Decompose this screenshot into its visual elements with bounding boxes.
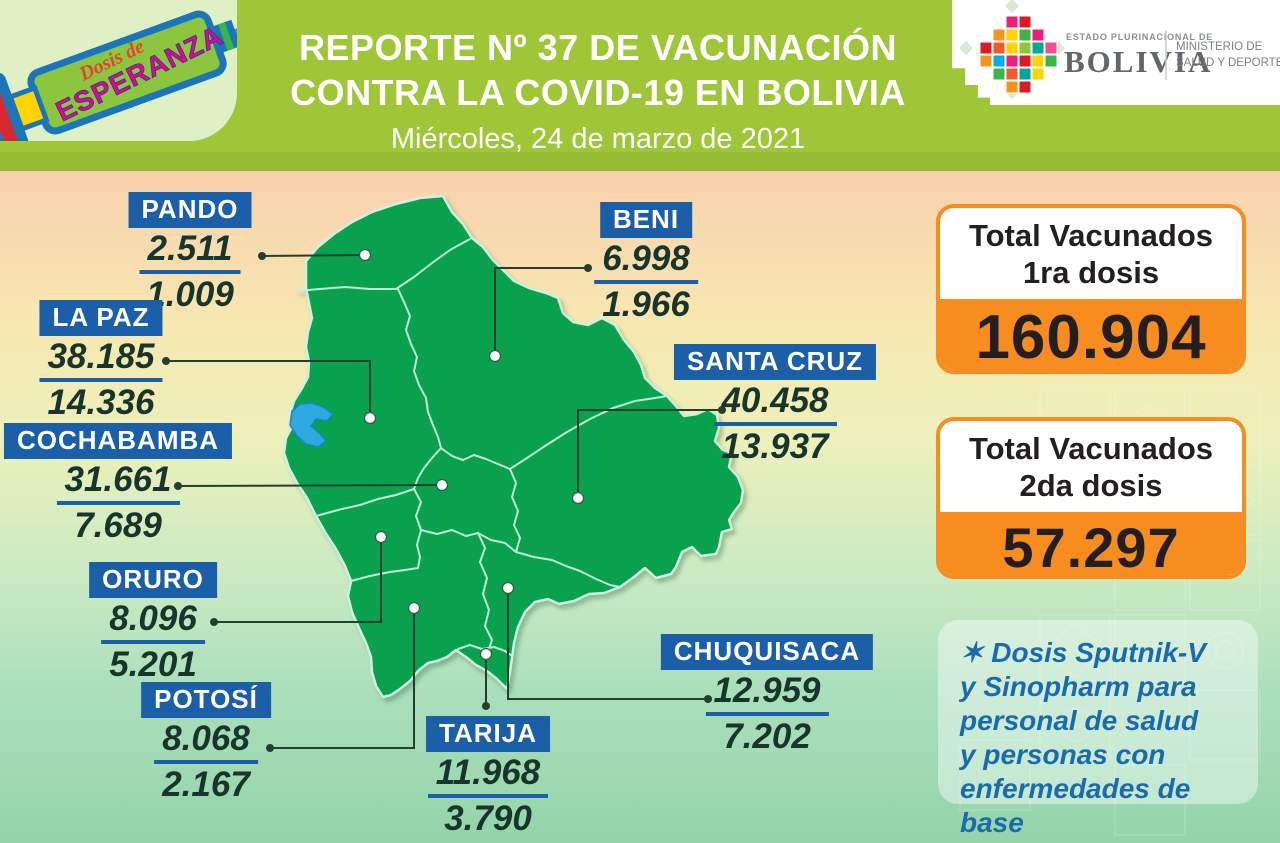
state-big-text: BOLIVIA: [1064, 44, 1212, 79]
footnote-line: y personas con: [960, 739, 1166, 770]
dept-name: ORURO: [89, 562, 217, 598]
department-markers: [358, 248, 585, 661]
callout-pando: PANDO 2.511 1.009: [128, 192, 252, 314]
callout-endpoint-dots: [162, 252, 726, 752]
dept-dose2: 14.336: [47, 383, 155, 423]
report-title-line1: REPORTE Nº 37 DE VACUNACIÓN: [298, 27, 898, 68]
dept-dose2: 13.937: [721, 427, 829, 467]
total-first-dose-value: 160.904: [940, 299, 1242, 370]
callout-connectors: [166, 254, 722, 749]
total-title-line1: Total Vacunados: [968, 431, 1214, 466]
dept-name: BENI: [599, 202, 693, 238]
total-second-dose-title: Total Vacunados 2da dosis: [940, 421, 1242, 504]
bolivia-crest: [958, 0, 1066, 100]
dept-dose1: 8.068: [154, 720, 258, 765]
dept-dose1: 11.968: [427, 754, 549, 799]
dept-dose1: 38.185: [39, 338, 163, 383]
dept-dose2: 1.966: [602, 285, 690, 325]
total-title-line1: Total Vacunados: [968, 218, 1214, 253]
syringe-plunger-stripe: [0, 83, 20, 153]
dept-dose2: 7.689: [74, 506, 162, 546]
dept-name: POTOSÍ: [141, 682, 271, 718]
dept-dose1: 2.511: [139, 230, 241, 275]
header-bottom-strip: [0, 152, 1280, 171]
vaccine-footnote: ✶ Dosis Sputnik-V y Sinopharm para perso…: [938, 620, 1258, 838]
dept-dose1: 31.661: [56, 461, 180, 506]
dept-name: TARIJA: [426, 716, 550, 752]
dept-name: CHUQUISACA: [660, 634, 874, 670]
campaign-logo-panel: Dosis de ESPERANZA: [0, 0, 297, 163]
callout-tarija: TARIJA 11.968 3.790: [426, 716, 550, 838]
dept-dose2: 3.790: [444, 799, 532, 839]
report-title-block: REPORTE Nº 37 DE VACUNACIÓN CONTRA LA CO…: [288, 0, 908, 156]
header-bar: Dosis de ESPERANZA REPORTE Nº 37 DE VACU…: [0, 0, 1280, 171]
callout-santa-cruz: SANTA CRUZ 40.458 13.937: [673, 344, 877, 467]
callout-potosi: POTOSÍ 8.068 2.167: [141, 682, 271, 804]
dept-name: PANDO: [128, 192, 252, 228]
dept-dose2: 5.201: [109, 645, 197, 685]
dept-name: SANTA CRUZ: [673, 344, 877, 380]
lake-titicaca: [289, 402, 335, 448]
footnote-line: ✶ Dosis Sputnik-V: [960, 637, 1206, 668]
government-logo: ESTADO PLURINACIONAL DE BOLIVIA MINISTER…: [958, 0, 1280, 100]
ministry-line2: SALUD Y DEPORTES: [1176, 57, 1280, 69]
state-small-text: ESTADO PLURINACIONAL DE: [1066, 32, 1213, 42]
footnote-line: personal de salud: [960, 705, 1199, 736]
ministry-line1: MINISTERIO DE: [1176, 41, 1263, 53]
syringe-tip-stripe: [218, 22, 235, 51]
footnote-line: enfermedades de base: [960, 773, 1191, 838]
footnote-line: y Sinopharm para: [960, 671, 1197, 702]
callout-beni: BENI 6.998 1.966: [594, 202, 698, 324]
dept-dose1: 6.998: [594, 240, 698, 285]
total-second-dose-value: 57.297: [940, 512, 1242, 575]
callout-chuquisaca: CHUQUISACA 12.959 7.202: [660, 634, 874, 757]
dept-dose1: 12.959: [705, 672, 829, 717]
dept-name: LA PAZ: [39, 300, 163, 336]
total-second-dose-card: Total Vacunados 2da dosis 57.297: [936, 417, 1246, 579]
total-title-line2: 2da dosis: [1019, 467, 1163, 503]
syringe-logo: Dosis de ESPERANZA: [0, 8, 297, 163]
dept-name: COCHABAMBA: [3, 423, 233, 459]
report-date: Miércoles, 24 de marzo de 2021: [390, 123, 806, 155]
callout-cochabamba: COCHABAMBA 31.661 7.689: [3, 423, 233, 546]
callout-la-paz: LA PAZ 38.185 14.336: [39, 300, 163, 423]
total-first-dose-title: Total Vacunados 1ra dosis: [940, 208, 1242, 291]
dept-dose2: 2.167: [162, 765, 250, 805]
callout-oruro: ORURO 8.096 5.201: [89, 562, 217, 684]
department-borders: [295, 238, 668, 657]
dept-dose1: 40.458: [713, 382, 837, 427]
dept-dose1: 8.096: [101, 600, 205, 645]
government-logo-box: ESTADO PLURINACIONAL DE BOLIVIA MINISTER…: [952, 0, 1280, 105]
total-first-dose-card: Total Vacunados 1ra dosis 160.904: [936, 204, 1246, 374]
total-title-line2: 1ra dosis: [1022, 254, 1160, 290]
dept-dose2: 7.202: [723, 717, 811, 757]
report-title-line2: CONTRA LA COVID-19 EN BOLIVIA: [290, 72, 906, 113]
